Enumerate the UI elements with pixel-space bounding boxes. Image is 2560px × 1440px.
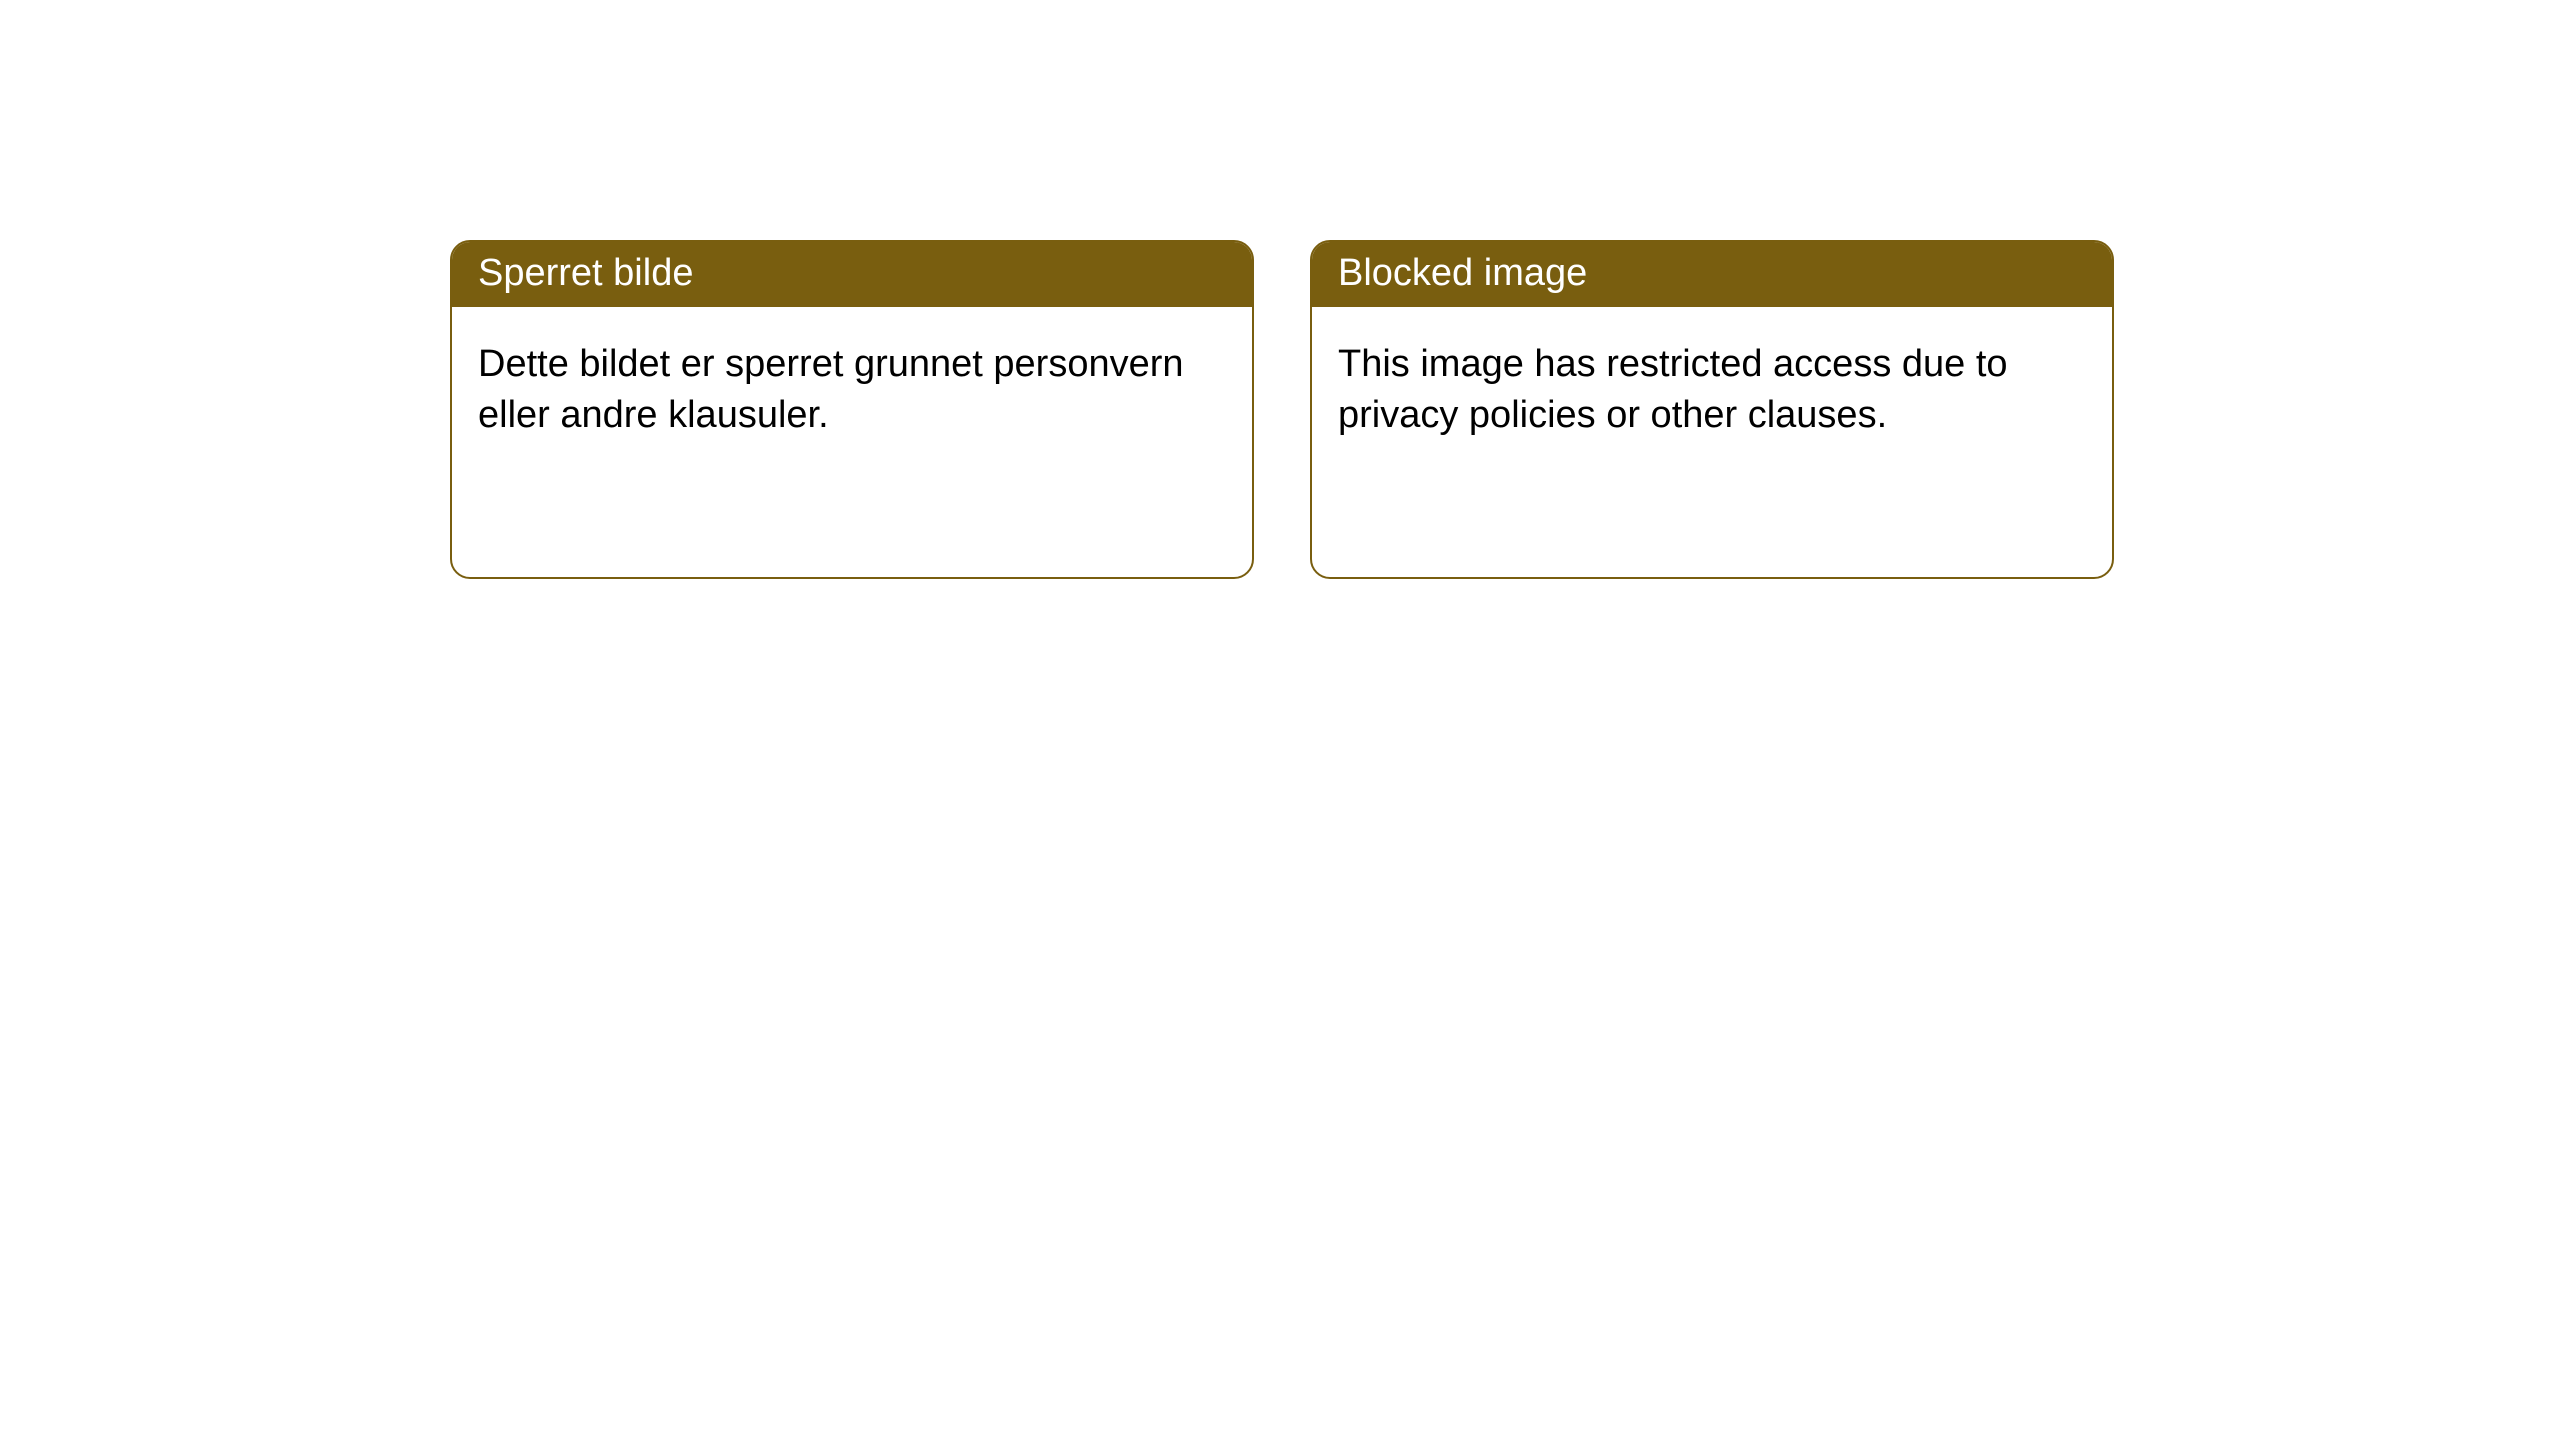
notice-title-norwegian: Sperret bilde [452,242,1252,307]
notice-body-english: This image has restricted access due to … [1312,307,2112,577]
notice-card-norwegian: Sperret bilde Dette bildet er sperret gr… [450,240,1254,579]
notice-body-norwegian: Dette bildet er sperret grunnet personve… [452,307,1252,577]
blocked-image-notices: Sperret bilde Dette bildet er sperret gr… [0,0,2560,579]
notice-title-english: Blocked image [1312,242,2112,307]
notice-card-english: Blocked image This image has restricted … [1310,240,2114,579]
